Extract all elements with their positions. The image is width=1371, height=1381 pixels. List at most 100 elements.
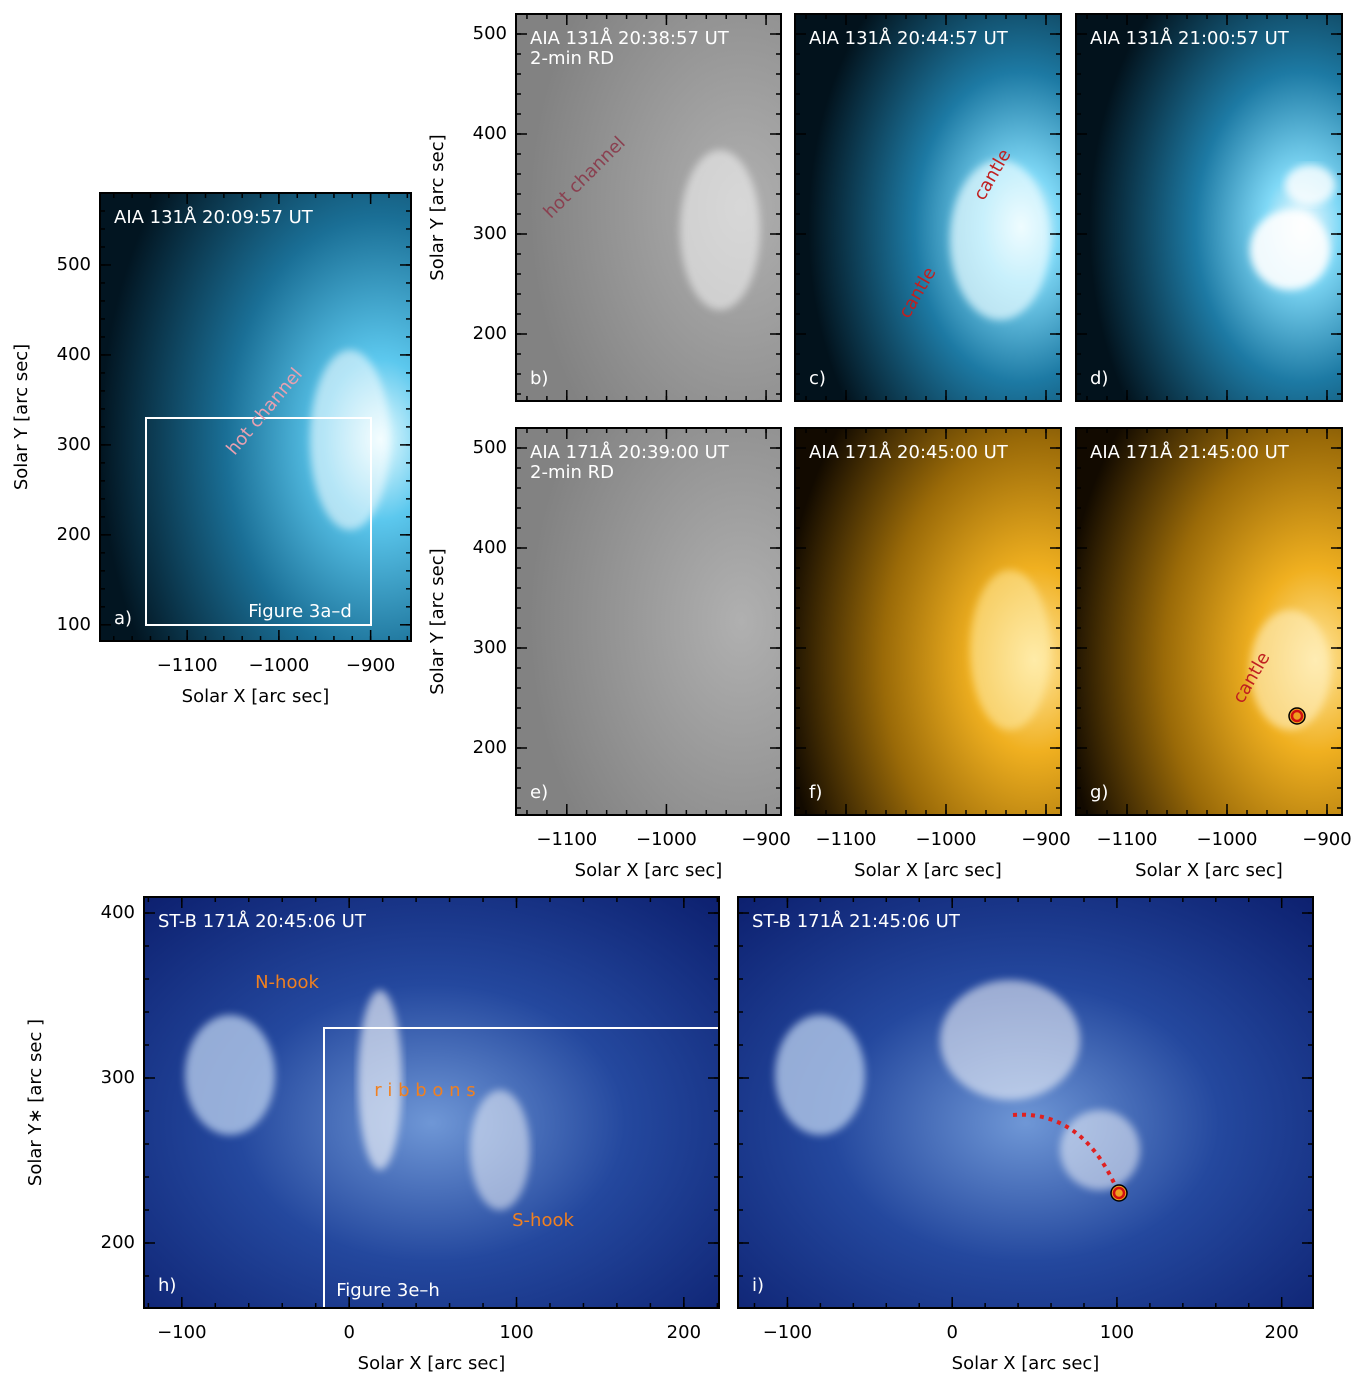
y-tick-label: 200 [101,1232,135,1253]
panel-label: e) [530,782,548,803]
panel-title: AIA 171Å 20:39:00 UT [530,441,730,463]
y-axis-label: Solar Y [arc sec] [11,344,32,490]
panel-label: i) [752,1275,764,1296]
panel-frame [515,13,782,402]
x-tick-label: 0 [946,1322,957,1343]
footpoint-marker [1112,1186,1126,1200]
x-tick-label: −900 [741,829,790,850]
panel-subtitle: 2-min RD [530,462,614,483]
x-tick-label: −1100 [1097,829,1158,850]
bright-structure [680,150,760,310]
panel-title: ST-B 171Å 20:45:06 UT [158,910,367,932]
panel-title: AIA 131Å 20:38:57 UT [530,27,730,49]
y-axis-label: Solar Y [arc sec] [427,134,448,280]
footpoint-marker [1290,709,1304,723]
x-axis-label: Solar X [arc sec] [182,686,330,707]
x-tick-label: −1000 [1197,829,1258,850]
panel-label: h) [158,1275,176,1296]
panel-frame [1075,427,1343,816]
bright-structure [310,350,390,530]
x-tick-label: −900 [1302,829,1351,850]
bright-structure [950,160,1050,320]
bright-structure [1060,1110,1140,1190]
x-axis-label: Solar X [arc sec] [358,1353,506,1374]
y-tick-label: 200 [473,737,507,758]
x-tick-label: −1000 [636,829,697,850]
panel-frame [1075,13,1343,402]
panel-frame [99,192,412,642]
y-axis-label: Solar Y∗ [arc sec ] [25,1019,46,1186]
annotation: r i b b o n s [374,1080,475,1101]
bright-structure [1250,610,1330,730]
bright-structure [970,570,1050,730]
panel-frame [794,13,1062,402]
annotation: Figure 3a–d [248,601,352,622]
panel-label: f) [809,782,822,803]
x-tick-label: −1100 [157,655,218,676]
panel-label: g) [1090,782,1108,803]
y-tick-label: 400 [473,537,507,558]
x-tick-label: 200 [667,1322,701,1343]
panel-title: AIA 131Å 20:09:57 UT [114,206,314,228]
bright-structure [470,1090,530,1210]
x-tick-label: 200 [1265,1322,1299,1343]
region-box [145,417,372,626]
y-tick-label: 200 [473,323,507,344]
panel-subtitle: 2-min RD [530,48,614,69]
x-tick-label: −900 [1021,829,1070,850]
x-axis-label: Solar X [arc sec] [854,860,1002,881]
y-tick-label: 400 [101,902,135,923]
y-tick-label: 100 [57,614,91,635]
x-tick-label: −1000 [248,655,309,676]
panel-title: ST-B 171Å 21:45:06 UT [752,910,961,932]
image-panel [1076,14,1342,401]
x-tick-label: −100 [157,1322,206,1343]
y-tick-label: 500 [473,437,507,458]
y-tick-label: 300 [57,434,91,455]
y-tick-label: 300 [473,223,507,244]
panel-title: AIA 131Å 20:44:57 UT [809,27,1009,49]
panel-title: AIA 131Å 21:00:57 UT [1090,27,1290,49]
x-tick-label: 100 [499,1322,533,1343]
bright-structure [185,1015,275,1135]
y-tick-label: 300 [473,637,507,658]
annotation: N-hook [255,972,319,993]
x-tick-label: 0 [343,1322,354,1343]
y-tick-label: 400 [57,344,91,365]
x-tick-label: −1000 [916,829,977,850]
bright-structure [1250,210,1330,290]
annotation: S-hook [512,1210,574,1231]
panel-frame [143,896,720,1309]
annotation: Figure 3e–h [336,1280,440,1301]
panel-title: AIA 171Å 20:45:00 UT [809,441,1009,463]
panel-frame [737,896,1314,1309]
panel-frame [794,427,1062,816]
region-box [323,1027,719,1308]
x-axis-label: Solar X [arc sec] [1135,860,1283,881]
image-panel [516,428,781,815]
panel-label: a) [114,608,132,629]
bright-structure [358,990,402,1170]
y-axis-label: Solar Y [arc sec] [427,548,448,694]
x-tick-label: −1100 [816,829,877,850]
x-tick-label: −1100 [536,829,597,850]
y-tick-label: 300 [101,1067,135,1088]
bright-structure [940,980,1080,1100]
x-axis-label: Solar X [arc sec] [575,860,723,881]
panel-label: d) [1090,368,1108,389]
panel-label: b) [530,368,548,389]
x-tick-label: 100 [1100,1322,1134,1343]
bright-structure [1285,165,1335,205]
x-axis-label: Solar X [arc sec] [952,1353,1100,1374]
panel-title: AIA 171Å 21:45:00 UT [1090,441,1290,463]
panel-label: c) [809,368,826,389]
bright-structure [775,1015,865,1135]
y-tick-label: 200 [57,524,91,545]
x-tick-label: −100 [763,1322,812,1343]
x-tick-label: −900 [346,655,395,676]
y-tick-label: 400 [473,123,507,144]
y-tick-label: 500 [57,254,91,275]
y-tick-label: 500 [473,23,507,44]
panel-frame [515,427,782,816]
